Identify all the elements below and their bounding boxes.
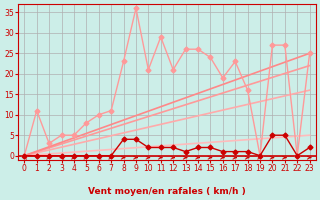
X-axis label: Vent moyen/en rafales ( km/h ): Vent moyen/en rafales ( km/h ) (88, 187, 246, 196)
